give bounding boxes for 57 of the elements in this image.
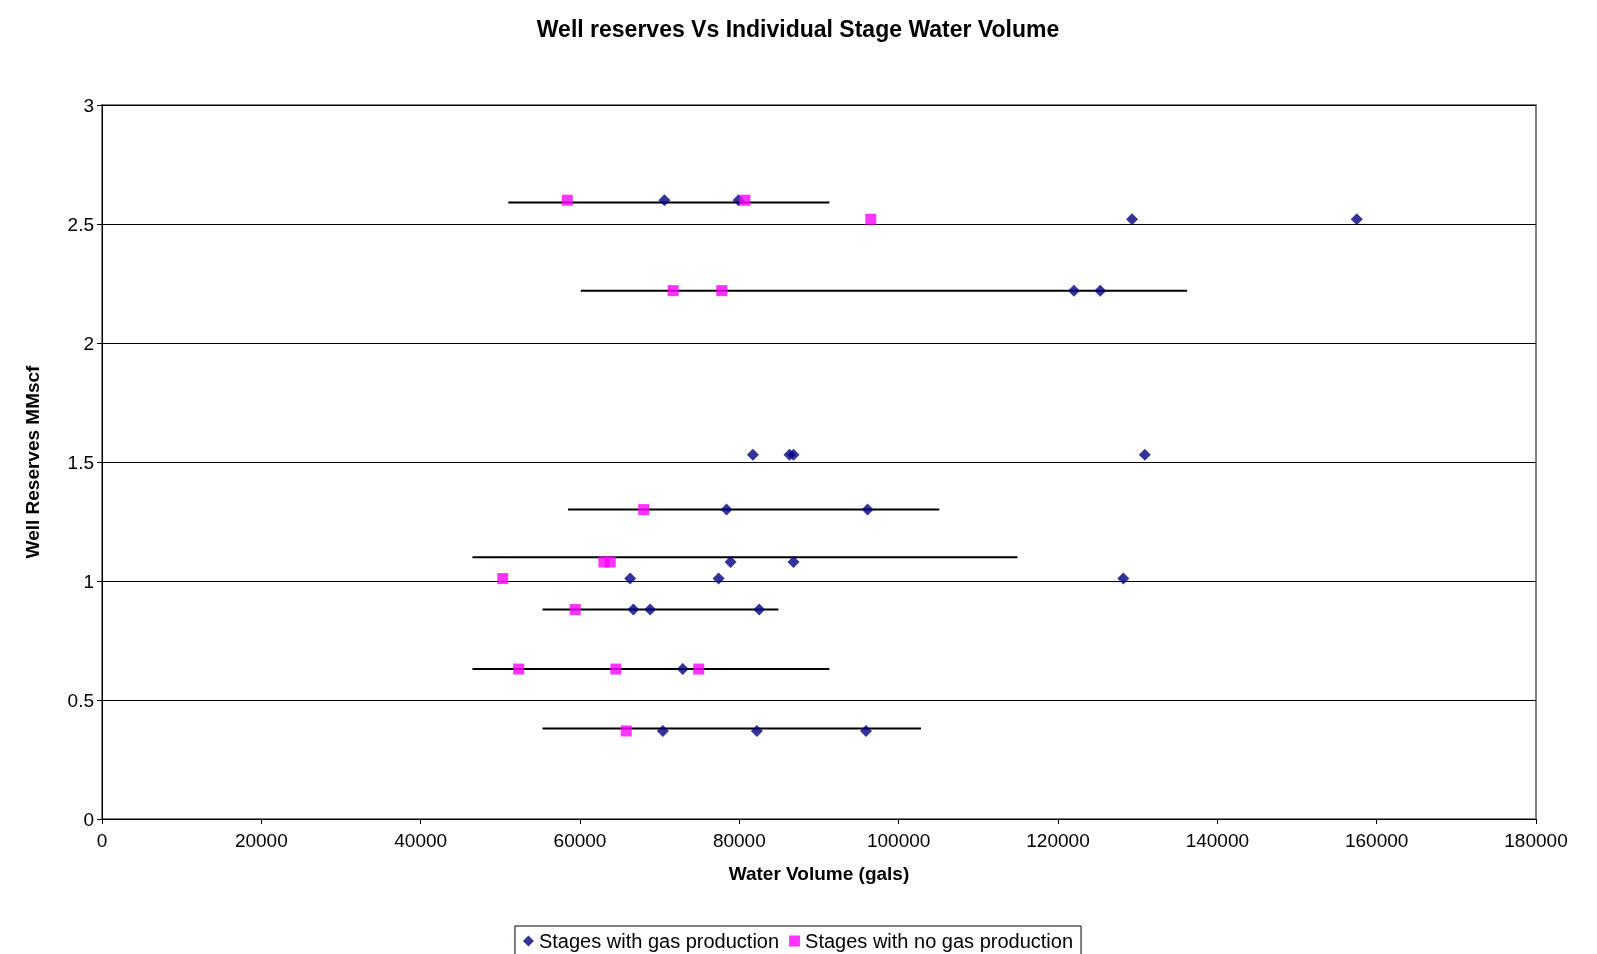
point [513,663,525,675]
y-tick-label: 2.5 [67,213,94,235]
x-tick-label: 100000 [866,830,931,851]
x-tick-label: 140000 [1185,830,1250,851]
point [787,555,800,568]
point [787,448,800,461]
x-tick-label: 0 [96,830,108,851]
point [667,285,679,297]
point [1067,284,1080,297]
point [1126,213,1139,226]
point [1350,213,1363,226]
y-tick-label: 0.5 [67,689,94,711]
x-tick-label: 160000 [1344,830,1409,851]
legend-label: Stages with no gas production [805,930,1074,952]
point [620,725,632,737]
x-tick-label: 60000 [553,830,607,851]
point [865,213,877,225]
point [693,663,705,675]
point [497,573,509,585]
point [569,604,581,616]
x-tick-label: 20000 [234,830,288,851]
point [739,194,751,206]
point [746,448,759,461]
point [658,194,671,207]
point [624,572,637,585]
point [1094,284,1107,297]
point [561,194,573,206]
x-tick-label: 80000 [712,830,766,851]
y-tick-label: 0 [83,808,94,830]
x-tick-label: 120000 [1026,830,1090,851]
legend-label: Stages with gas production [538,930,780,952]
x-tick-label: 180000 [1504,830,1568,851]
y-axis-title: Well Reserves MMscf [22,364,43,559]
point [627,603,640,616]
y-tick-label: 2 [83,332,94,354]
point [712,572,725,585]
y-tick-label: 3 [83,94,94,116]
x-axis-title: Water Volume (gals) [728,863,910,884]
y-tick-label: 1.5 [67,451,94,473]
point [861,503,874,516]
point [753,603,766,616]
point [1138,448,1151,461]
point [1117,572,1130,585]
point [656,724,669,737]
point [676,663,689,676]
point [604,556,616,568]
point [724,555,737,568]
point [860,724,872,737]
y-tick-label: 1 [83,570,94,592]
point [638,504,650,516]
point [716,285,728,297]
point [720,503,733,516]
point [644,603,657,616]
point [610,663,622,675]
chart-title: Well reserves Vs Individual Stage Water Volume [536,15,1060,42]
point [750,724,763,737]
x-tick-label: 40000 [394,830,448,851]
